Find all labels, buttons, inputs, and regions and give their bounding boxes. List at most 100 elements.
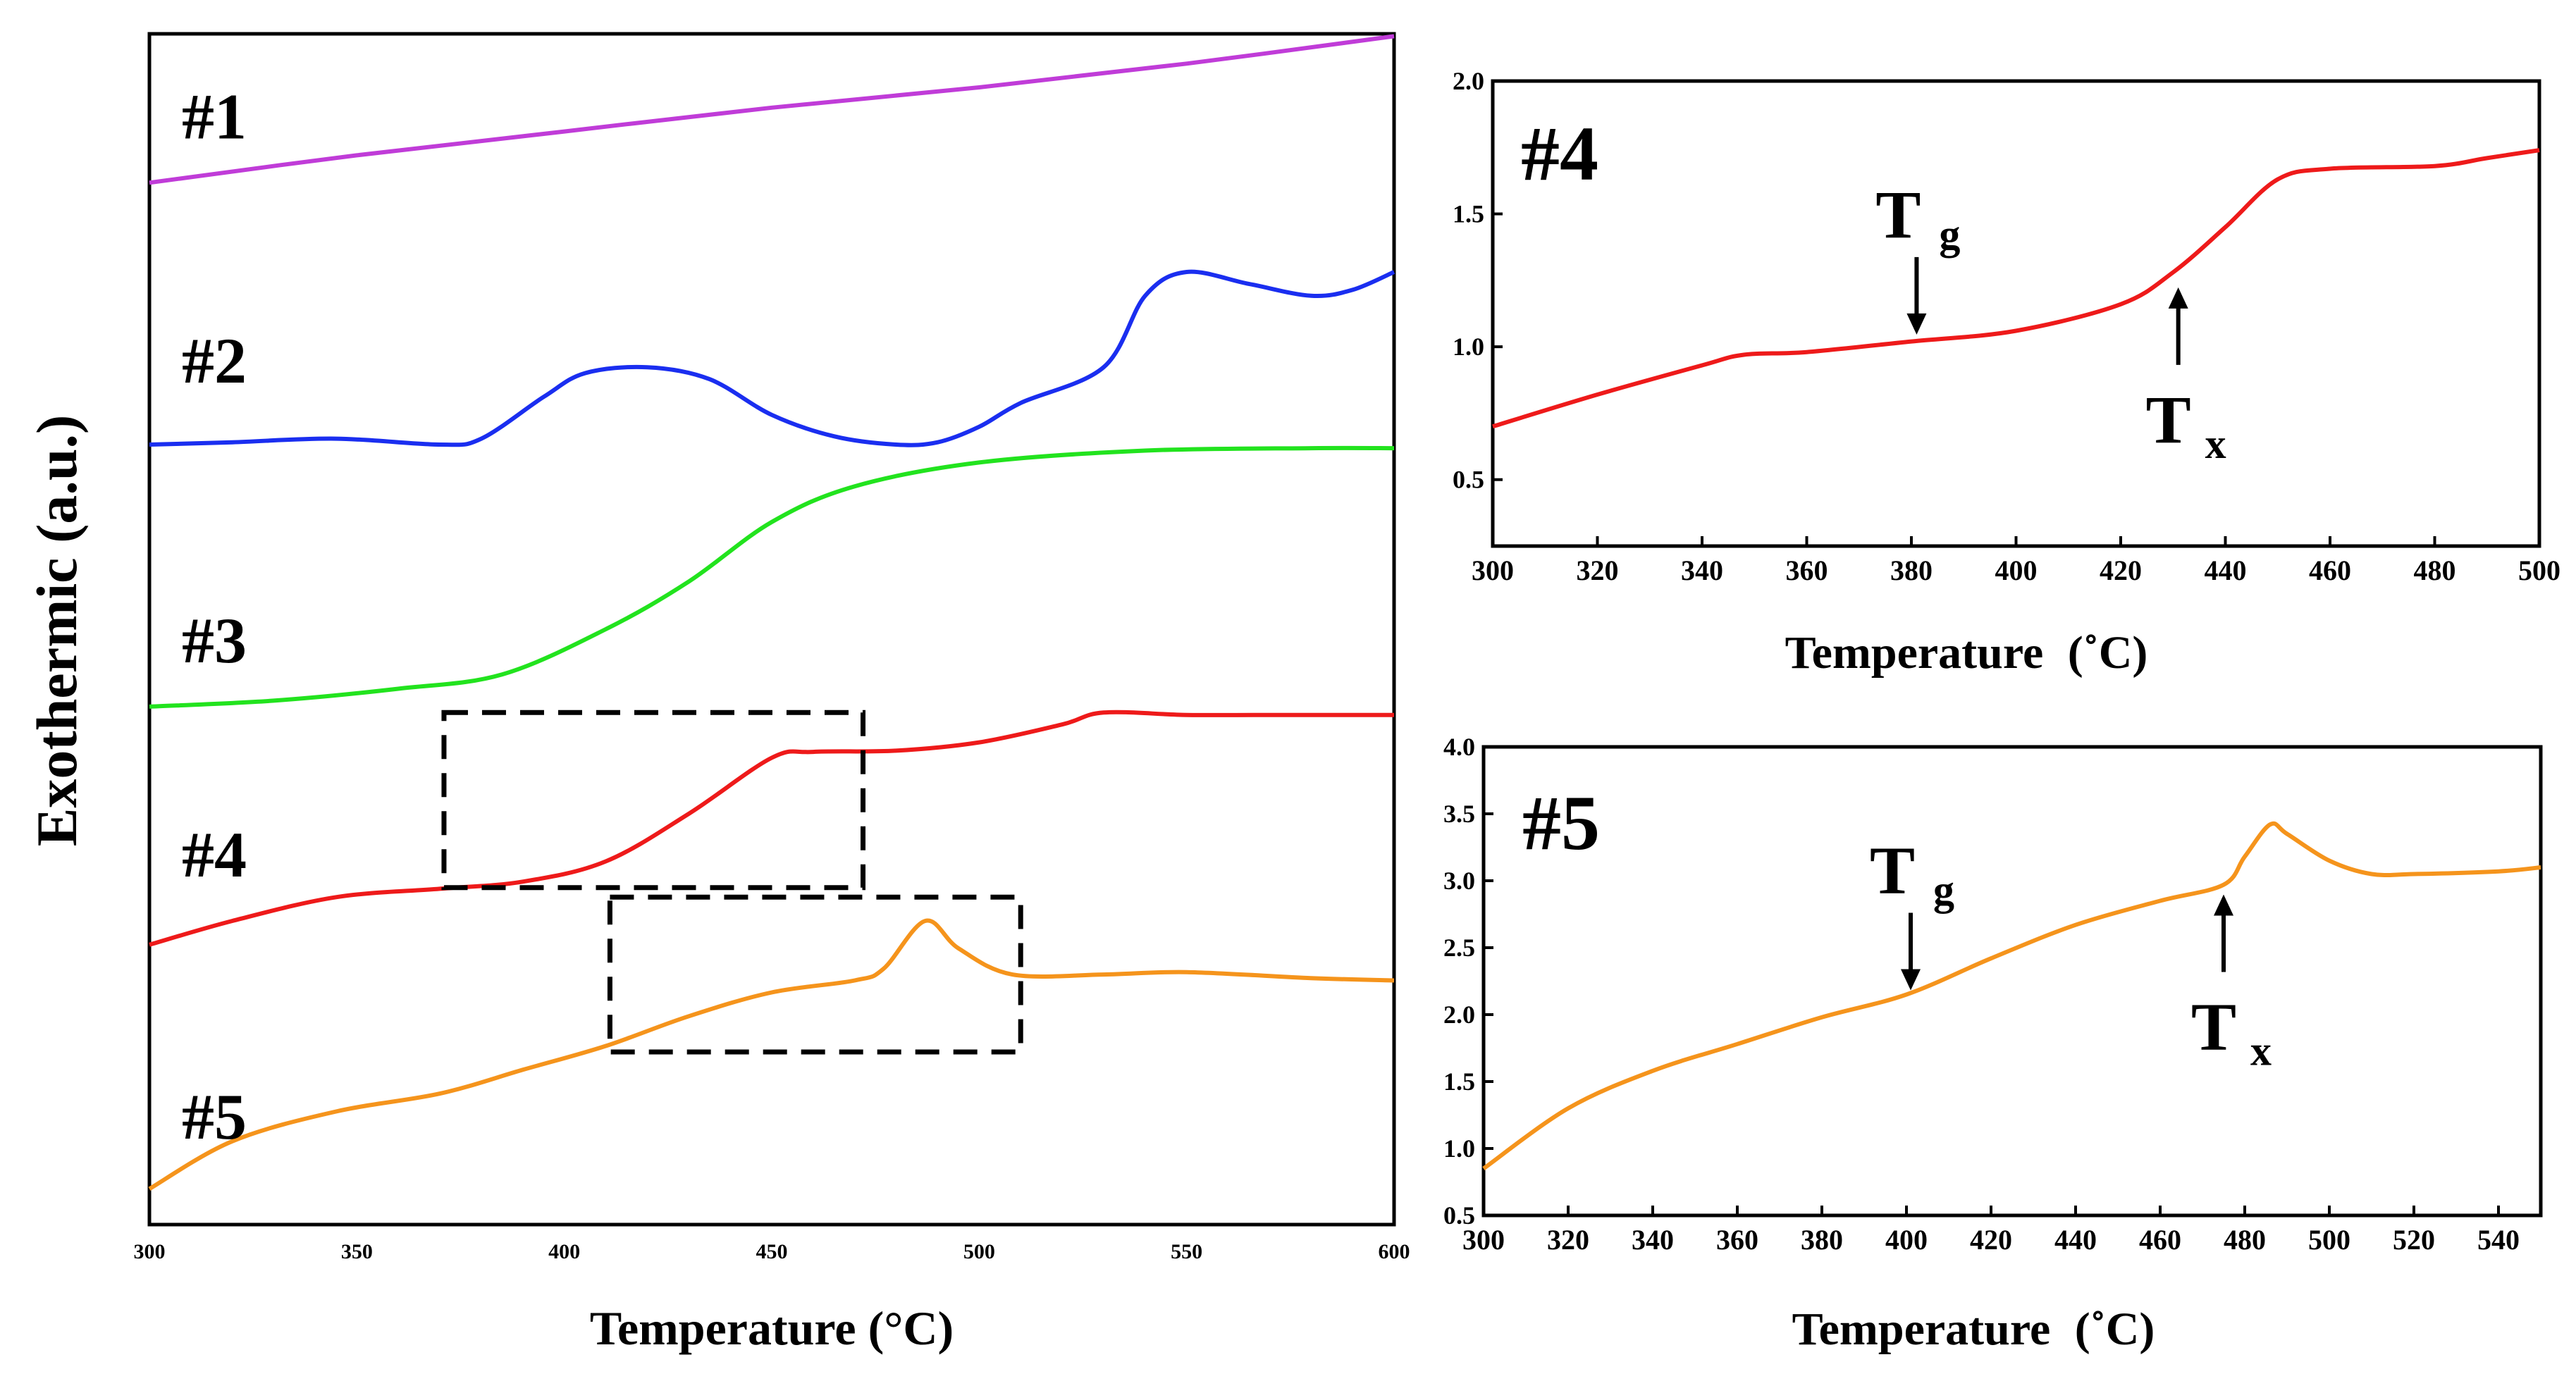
main-x-tick-label: 550 [1171, 1240, 1202, 1263]
annotation-subscript: x [2250, 1028, 2272, 1075]
x-tick-label: 400 [1885, 1224, 1928, 1256]
inset4-plot-frame [1491, 79, 2541, 548]
x-tick-label: 360 [1716, 1224, 1758, 1256]
x-tick-label: 340 [1632, 1224, 1674, 1256]
curve-label-sample-4: #4 [182, 819, 247, 891]
inset5-x-label-text: Temperature [1792, 1303, 2051, 1355]
x-tick-label: 460 [2309, 555, 2351, 586]
main-zoom-boxes [441, 710, 1023, 1055]
series-line-sample-2 [149, 269, 1395, 447]
y-tick-label: 1.5 [1443, 1067, 1475, 1096]
inset5-series [1482, 821, 2541, 1170]
y-tick-label: 2.0 [1453, 67, 1484, 95]
curve-label-sample-1: #1 [182, 80, 247, 152]
y-tick-label: 3.0 [1443, 867, 1475, 895]
inset5-title: #5 [1522, 780, 1600, 866]
y-tick-label: 2.0 [1443, 1001, 1475, 1029]
annotation-subscript: x [2205, 421, 2226, 467]
arrowhead-icon [1906, 313, 1927, 335]
curve-label-sample-3: #3 [182, 605, 247, 676]
series-line-sample-3 [149, 445, 1395, 709]
y-tick-label: 1.0 [1443, 1134, 1475, 1163]
annotation-subscript: g [1933, 867, 1954, 914]
main-x-axis-label: Temperature (°C) [590, 1301, 954, 1355]
y-tick-label: 1.5 [1453, 200, 1484, 228]
main-series [148, 34, 1395, 1191]
x-tick-label: 380 [1801, 1224, 1843, 1256]
main-plot-frame [147, 32, 1396, 1227]
x-tick-label: 480 [2224, 1224, 2266, 1256]
x-tick-label: 300 [1462, 1224, 1505, 1256]
main-curve-labels: #1 #2 #3 #4 #5 [182, 80, 247, 1153]
x-tick-label: 320 [1577, 555, 1619, 586]
annotation-subscript: g [1939, 211, 1960, 258]
x-tick-label: 540 [2477, 1224, 2520, 1256]
x-tick-label: 480 [2414, 555, 2456, 586]
y-tick-label: 1.0 [1453, 333, 1484, 361]
arrowhead-icon [1901, 969, 1921, 991]
inset4-x-label-unit: (˚C) [2068, 627, 2148, 679]
inset4-x-axis-label: Temperature (˚C) [1785, 627, 2148, 679]
main-dsc-chart: 300 350 400 450 500 550 600 #1 #2 #3 #4 #5 Tempera… [25, 32, 1410, 1355]
inset5-x-axis-label: Temperature (˚C) [1792, 1303, 2155, 1355]
main-y-axis-label: Exothermic (a.u.) [25, 415, 89, 847]
y-tick-label: 3.5 [1443, 800, 1475, 828]
main-x-ticks: 300 350 400 450 500 550 600 [134, 1240, 1410, 1263]
main-x-tick-label: 450 [756, 1240, 788, 1263]
inset-chart-sample-4: 300 320 340 360 380 400 420 440 460 480 500 0.5 1.0 1… [1453, 67, 2560, 679]
main-x-tick-label: 600 [1379, 1240, 1410, 1263]
main-x-tick-label: 400 [548, 1240, 580, 1263]
annotation-label: T [2191, 989, 2236, 1065]
series-line-sample-4 [1492, 148, 2540, 429]
x-tick-label: 420 [1970, 1224, 2012, 1256]
curve-label-sample-2: #2 [182, 325, 247, 397]
inset-chart-sample-5: 300 320 340 360 380 400 420 440 460 480 500 520 540 0… [1443, 733, 2543, 1355]
annotation-label: T [2146, 382, 2191, 457]
annotation-label: T [1870, 833, 1915, 908]
inset4-ticks: 300 320 340 360 380 400 420 440 460 480 500 0.5 1.0 1… [1453, 67, 2560, 586]
x-tick-label: 460 [2139, 1224, 2181, 1256]
y-tick-label: 0.5 [1443, 1201, 1475, 1230]
x-tick-label: 380 [1890, 555, 1933, 586]
x-tick-label: 500 [2308, 1224, 2350, 1256]
x-tick-label: 340 [1681, 555, 1723, 586]
zoom-box [441, 710, 866, 891]
inset4-series [1492, 148, 2540, 429]
inset5-x-label-unit: (˚C) [2075, 1303, 2155, 1355]
x-tick-label: 360 [1786, 555, 1828, 586]
series-line-sample-5 [1482, 821, 2541, 1170]
x-tick-label: 420 [2100, 555, 2142, 586]
x-tick-label: 440 [2054, 1224, 2097, 1256]
x-tick-label: 520 [2393, 1224, 2435, 1256]
inset4-title: #4 [1521, 111, 1598, 197]
curve-label-sample-5: #5 [182, 1081, 247, 1153]
x-tick-label: 440 [2205, 555, 2247, 586]
series-line-sample-1 [149, 34, 1395, 185]
y-tick-label: 4.0 [1443, 733, 1475, 761]
main-x-tick-label: 350 [341, 1240, 373, 1263]
inset5-ticks: 300 320 340 360 380 400 420 440 460 480 500 520 540 0… [1443, 733, 2520, 1256]
x-tick-label: 500 [2518, 555, 2560, 586]
annotation-label: T [1875, 177, 1921, 252]
inset4-x-label-text: Temperature [1785, 627, 2044, 679]
inset5-plot-frame [1481, 745, 2543, 1218]
main-x-tick-label: 500 [963, 1240, 995, 1263]
series-line-sample-5 [148, 918, 1395, 1191]
x-tick-label: 400 [1995, 555, 2038, 586]
zoom-box [607, 894, 1023, 1055]
x-tick-label: 320 [1547, 1224, 1589, 1256]
main-x-tick-label: 300 [134, 1240, 166, 1263]
arrowhead-icon [2168, 287, 2188, 309]
arrowhead-icon [2214, 894, 2233, 916]
y-tick-label: 0.5 [1453, 466, 1484, 494]
x-tick-label: 300 [1472, 555, 1514, 586]
y-tick-label: 2.5 [1443, 934, 1475, 962]
series-line-sample-4 [149, 710, 1394, 947]
